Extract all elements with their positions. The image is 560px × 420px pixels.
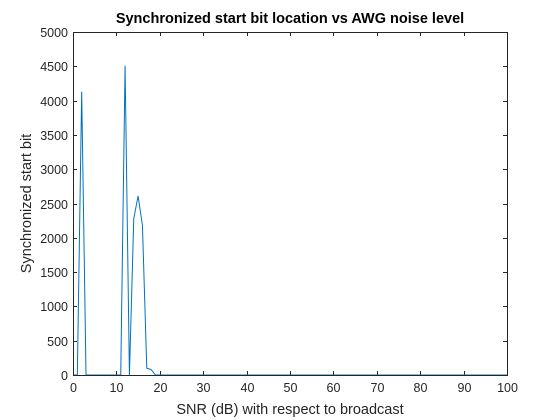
y-tick-label: 4500 xyxy=(40,60,68,74)
y-tick-label: 1500 xyxy=(40,266,68,280)
y-tick-label: 2000 xyxy=(40,232,68,246)
x-tick-label: 80 xyxy=(414,381,428,395)
x-tick-label: 70 xyxy=(371,381,385,395)
chart-title: Synchronized start bit location vs AWG n… xyxy=(116,11,464,27)
y-tick-label: 5000 xyxy=(40,26,68,40)
y-tick-label: 3500 xyxy=(40,129,68,143)
x-axis-label: SNR (dB) with respect to broadcast xyxy=(176,402,403,418)
x-tick-label: 0 xyxy=(70,381,77,395)
y-tick-label: 3000 xyxy=(40,163,68,177)
x-tick-label: 100 xyxy=(497,381,518,395)
x-tick-label: 60 xyxy=(327,381,341,395)
x-tick-label: 10 xyxy=(110,381,124,395)
y-tick-label: 500 xyxy=(47,335,68,349)
y-tick-label: 1000 xyxy=(40,300,68,314)
x-tick-label: 90 xyxy=(458,381,472,395)
y-axis-label: Synchronized start bit xyxy=(19,134,35,273)
plot-area xyxy=(73,32,507,375)
y-tick-labels: 0 500 1000 1500 2000 2500 3000 3500 4000 4500 5000 xyxy=(40,26,68,383)
x-tick-label: 20 xyxy=(154,381,168,395)
x-tick-label: 40 xyxy=(241,381,255,395)
y-tick-label: 4000 xyxy=(40,95,68,109)
x-tick-labels: 0 10 20 30 40 50 60 70 80 90 100 xyxy=(70,381,518,395)
y-tick-label: 2500 xyxy=(40,198,68,212)
y-tick-label: 0 xyxy=(61,369,68,383)
x-tick-label: 50 xyxy=(284,381,298,395)
x-tick-label: 30 xyxy=(197,381,211,395)
axes-box xyxy=(73,32,508,376)
